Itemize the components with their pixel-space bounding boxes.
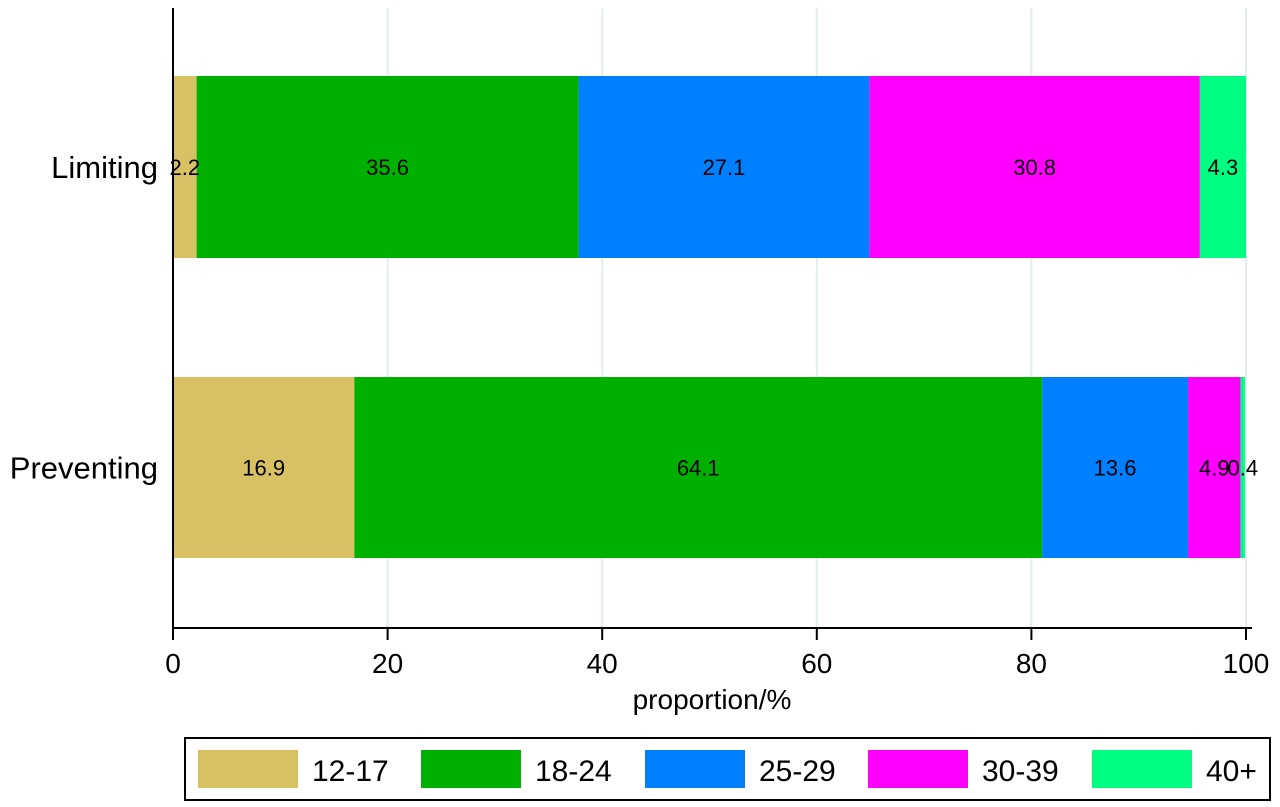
data-label: 13.6: [1094, 456, 1137, 481]
category-labels: Limiting Preventing: [10, 150, 158, 486]
legend-label: 40+: [1206, 755, 1257, 788]
legend-swatch: [645, 750, 745, 788]
bar-segment: [1042, 377, 1189, 558]
legend-swatch: [868, 750, 968, 788]
x-ticks: 0 20 40 60 80 100: [165, 628, 1269, 679]
data-label: 64.1: [677, 456, 720, 481]
legend: 12-17 18-24 25-29 30-39 40+: [184, 737, 1271, 801]
x-tick-label: 0: [165, 648, 181, 679]
legend-label: 25-29: [759, 755, 836, 788]
bar-segment: [578, 76, 870, 258]
data-label: 30.8: [1013, 155, 1056, 180]
bar-segment: [1240, 377, 1245, 558]
bars: [173, 76, 1246, 558]
legend-swatch: [1092, 750, 1192, 788]
data-label: 0.4: [1227, 456, 1258, 481]
category-label: Preventing: [10, 451, 158, 486]
data-label: 4.3: [1208, 155, 1239, 180]
data-label: 27.1: [703, 155, 746, 180]
data-label: 16.9: [242, 456, 285, 481]
x-axis-title: proportion/%: [633, 684, 792, 715]
bar-segment: [869, 76, 1200, 258]
bar-segment: [173, 377, 355, 558]
x-tick-label: 20: [372, 648, 403, 679]
legend-label: 12-17: [312, 755, 389, 788]
legend-label: 18-24: [535, 755, 612, 788]
x-tick-label: 60: [801, 648, 832, 679]
category-label: Limiting: [51, 150, 158, 185]
legend-swatch: [198, 750, 298, 788]
data-label: 35.6: [366, 155, 409, 180]
data-labels: 2.2 35.6 27.1 30.8 4.3 16.9 64.1 13.6 4.90.4: [170, 155, 1259, 481]
data-label: 4.9: [1199, 456, 1230, 481]
x-tick-label: 100: [1223, 648, 1270, 679]
bar-segment: [173, 76, 197, 258]
axes: proportion/%: [172, 8, 1252, 715]
data-label: 2.2: [170, 155, 201, 180]
bar-segment: [354, 377, 1043, 558]
legend-swatch: [421, 750, 521, 788]
x-tick-label: 80: [1016, 648, 1047, 679]
bar-segment: [1199, 76, 1246, 258]
x-tick-label: 40: [587, 648, 618, 679]
bar-segment: [1188, 377, 1241, 558]
legend-label: 30-39: [982, 755, 1059, 788]
bar-segment: [196, 76, 579, 258]
